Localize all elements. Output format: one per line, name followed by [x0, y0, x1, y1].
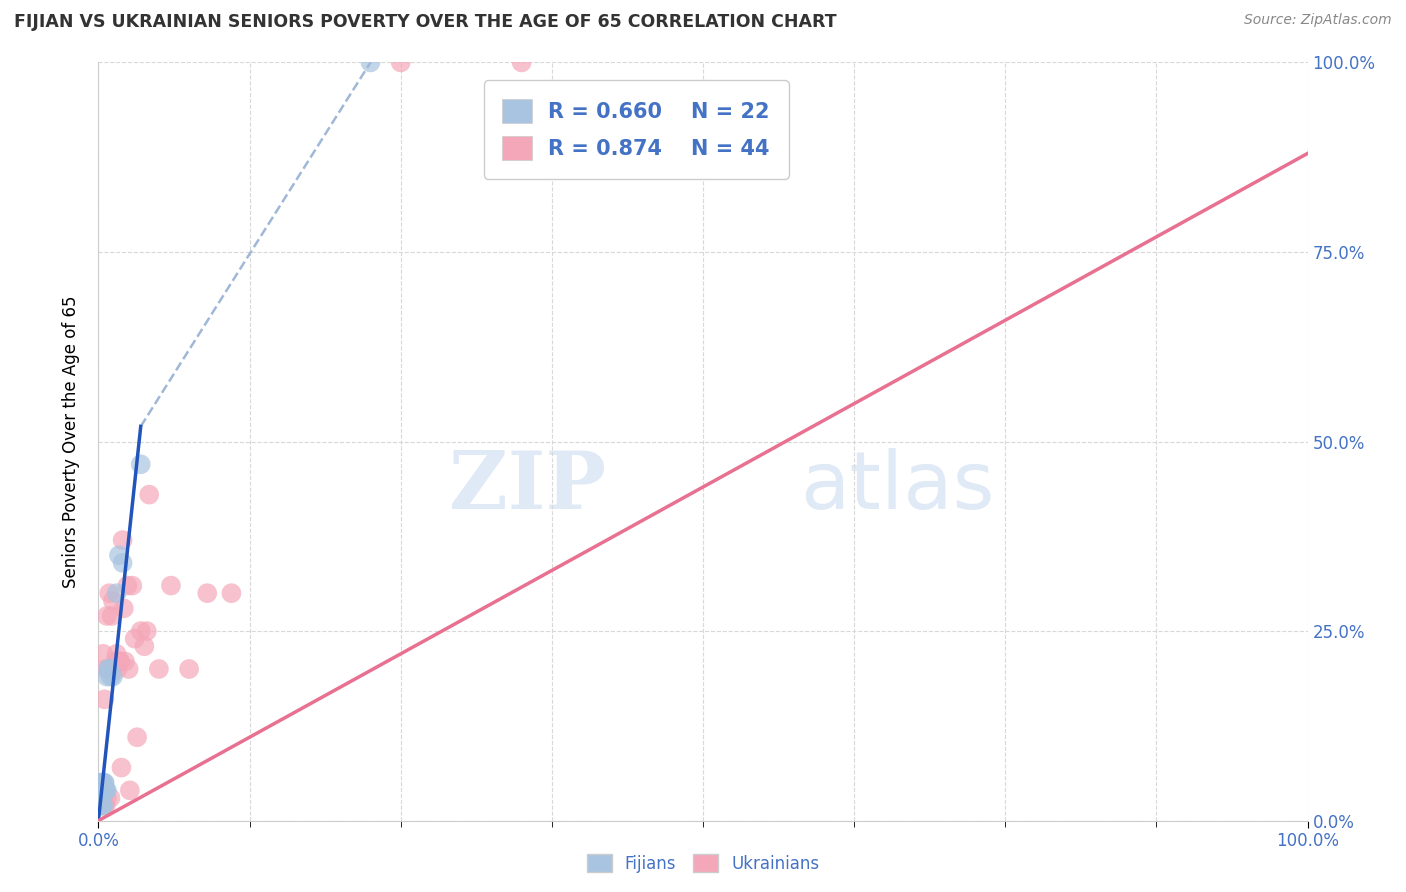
Point — [98, 662, 121, 676]
Point — [101, 669, 124, 683]
Point — [360, 55, 382, 70]
Point — [94, 798, 117, 813]
Point — [93, 776, 115, 790]
Point — [135, 624, 157, 639]
Point — [510, 55, 533, 70]
Point — [93, 692, 115, 706]
Point — [111, 533, 134, 548]
Point — [89, 798, 111, 813]
Point — [100, 669, 122, 683]
Point — [91, 783, 114, 797]
Text: Source: ZipAtlas.com: Source: ZipAtlas.com — [1244, 13, 1392, 28]
Point — [97, 662, 120, 676]
Point — [91, 776, 114, 790]
Point — [108, 655, 131, 669]
Point — [93, 798, 115, 813]
Y-axis label: Seniors Poverty Over the Age of 65: Seniors Poverty Over the Age of 65 — [62, 295, 80, 588]
Point — [118, 783, 141, 797]
Point — [96, 783, 118, 797]
Point — [90, 798, 112, 813]
Point — [91, 798, 114, 813]
Point — [105, 586, 128, 600]
Point — [108, 655, 131, 669]
Point — [91, 798, 114, 813]
Point — [221, 586, 243, 600]
Point — [91, 783, 114, 797]
Point — [96, 791, 118, 805]
Point — [111, 556, 134, 570]
Point — [104, 655, 127, 669]
Point — [148, 662, 170, 676]
Point — [121, 579, 143, 593]
Point — [389, 55, 412, 70]
Legend: R = 0.660    N = 22, R = 0.874    N = 44: R = 0.660 N = 22, R = 0.874 N = 44 — [484, 80, 789, 178]
Point — [94, 662, 117, 676]
Point — [96, 608, 118, 623]
Point — [138, 487, 160, 501]
Point — [107, 662, 129, 676]
Point — [110, 760, 132, 774]
Point — [94, 783, 117, 797]
Text: atlas: atlas — [800, 448, 994, 526]
Point — [112, 601, 135, 615]
Point — [90, 776, 112, 790]
Point — [100, 791, 122, 805]
Point — [94, 783, 117, 797]
Text: ZIP: ZIP — [450, 448, 606, 526]
Text: FIJIAN VS UKRAINIAN SENIORS POVERTY OVER THE AGE OF 65 CORRELATION CHART: FIJIAN VS UKRAINIAN SENIORS POVERTY OVER… — [14, 13, 837, 31]
Point — [91, 798, 114, 813]
Point — [91, 647, 114, 661]
Point — [97, 662, 120, 676]
Point — [129, 458, 152, 472]
Point — [90, 791, 112, 805]
Point — [100, 608, 122, 623]
Point — [90, 776, 112, 790]
Point — [101, 594, 124, 608]
Point — [134, 639, 156, 653]
Point — [127, 730, 149, 744]
Point — [96, 669, 118, 683]
Legend: Fijians, Ukrainians: Fijians, Ukrainians — [579, 847, 827, 880]
Point — [160, 579, 183, 593]
Point — [108, 548, 131, 563]
Point — [114, 655, 136, 669]
Point — [91, 776, 114, 790]
Point — [117, 579, 139, 593]
Point — [195, 586, 218, 600]
Point — [105, 647, 128, 661]
Point — [118, 662, 141, 676]
Point — [129, 624, 152, 639]
Point — [124, 632, 146, 646]
Point — [93, 776, 115, 790]
Point — [179, 662, 201, 676]
Point — [91, 798, 114, 813]
Point — [98, 586, 121, 600]
